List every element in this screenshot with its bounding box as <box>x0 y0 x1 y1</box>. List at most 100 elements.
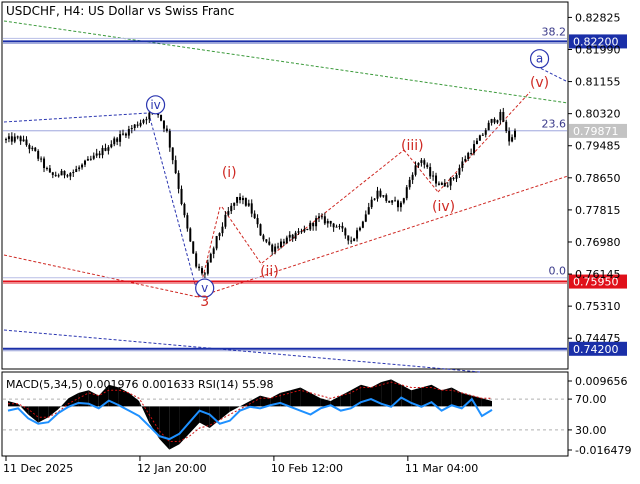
candle-body <box>165 128 168 131</box>
candle-body <box>385 195 388 201</box>
macd-histogram-bar <box>229 406 240 412</box>
candle-body <box>89 158 92 160</box>
candle-body <box>63 170 66 176</box>
price-tick-label-2: 0.81155 <box>575 76 621 89</box>
candle-body <box>66 175 69 177</box>
candle-body <box>361 221 364 228</box>
candle-body <box>323 216 326 224</box>
price-tick-label-4: 0.79485 <box>575 140 621 153</box>
macd-histogram-bar <box>350 384 361 407</box>
candle-body <box>227 211 230 215</box>
price-tag-label-0: 0.82200 <box>573 35 619 48</box>
candle-body <box>335 226 338 228</box>
price-tag-label-2: 0.74200 <box>573 343 619 356</box>
candle-body <box>31 147 34 150</box>
macd-histogram-bar <box>139 401 150 423</box>
candle-body <box>160 114 163 121</box>
candle-body <box>411 174 414 180</box>
candle-body <box>22 139 25 142</box>
symbol-timeframe: USDCHF, H4: <box>6 4 84 18</box>
symbol-description: US Dollar vs Swiss Franc <box>88 4 234 18</box>
macd-histogram-bar <box>239 401 250 407</box>
candle-body <box>230 205 233 212</box>
candle-body <box>233 202 236 206</box>
candle-body <box>391 200 394 203</box>
candle-body <box>291 234 294 239</box>
macd-signal-line <box>8 381 492 442</box>
wave-ii-line <box>221 206 263 266</box>
wave-label-6: (iii) <box>401 138 424 154</box>
candle-body <box>215 236 218 249</box>
candle-body <box>490 118 493 123</box>
candle-body <box>174 160 177 174</box>
candle-body <box>399 202 402 208</box>
candle-body <box>183 203 186 216</box>
candle-body <box>200 268 203 274</box>
candle-body <box>7 136 10 140</box>
candle-body <box>271 244 274 252</box>
macd-histogram-bar <box>310 392 321 407</box>
candle-body <box>48 168 51 173</box>
candle-body <box>493 118 496 123</box>
candle-body <box>306 228 309 230</box>
candle-body <box>107 147 110 151</box>
candle-body <box>356 230 359 239</box>
candle-body <box>25 139 28 146</box>
price-tick-label-1: 0.81990 <box>575 43 621 56</box>
candle-body <box>37 150 40 159</box>
candle-body <box>60 170 63 176</box>
macd-histogram-bar <box>320 398 331 407</box>
candle-body <box>505 121 508 132</box>
candle-body <box>98 153 101 156</box>
wave-label-2: 3 <box>200 294 209 310</box>
candle-body <box>262 235 265 240</box>
candle-body <box>259 224 262 236</box>
candle-body <box>116 138 119 142</box>
macd-histogram-bar <box>280 390 291 407</box>
candle-body <box>338 225 341 227</box>
candle-body <box>288 234 291 238</box>
wave-iv-top-line <box>3 112 149 123</box>
candle-body <box>244 198 247 206</box>
candle-body <box>256 218 259 225</box>
price-axis: 0.82825 0.81990 0.81155 0.80320 0.79485 0.786… <box>568 11 621 345</box>
candle-body <box>470 153 473 155</box>
candle-body <box>69 173 72 177</box>
candle-body <box>367 207 370 215</box>
candle-body <box>370 199 373 208</box>
candle-body <box>282 241 285 244</box>
candle-body <box>499 111 502 121</box>
candle-body <box>75 169 78 172</box>
macd-histogram-bar <box>441 387 452 407</box>
candle-body <box>461 161 464 168</box>
indicator-title: MACD(5,34,5) 0.001976 0.001633 RSI(14) 5… <box>6 378 273 391</box>
wave-circle-0 <box>145 95 166 115</box>
macd-histogram-bar <box>461 392 472 407</box>
candle-body <box>473 144 476 154</box>
candle-body <box>78 167 81 170</box>
candle-body <box>452 177 455 179</box>
macd-histogram-bar <box>431 384 442 407</box>
candle-body <box>318 216 321 219</box>
macd-histogram-bar <box>451 387 462 407</box>
candle-body <box>358 227 361 231</box>
candle-body <box>51 172 54 175</box>
candle-body <box>113 138 116 145</box>
candle-body <box>16 136 19 138</box>
macd-histogram-bar <box>381 379 392 407</box>
rsi-line <box>7 396 493 441</box>
candle-body <box>435 175 438 184</box>
candle-body <box>198 266 201 269</box>
macd-histogram-bar <box>209 406 220 428</box>
candle-body <box>475 140 478 145</box>
candle-body <box>332 223 335 228</box>
macd-histogram-bar <box>118 387 129 407</box>
candle-body <box>426 164 429 168</box>
wave-v-line <box>149 117 199 296</box>
macd-histogram-bar <box>250 395 261 407</box>
fib-level-label-1: 23.6 <box>542 118 567 131</box>
macd-histogram-bar <box>129 392 140 407</box>
candle-body <box>315 218 318 227</box>
candle-body <box>81 164 84 168</box>
